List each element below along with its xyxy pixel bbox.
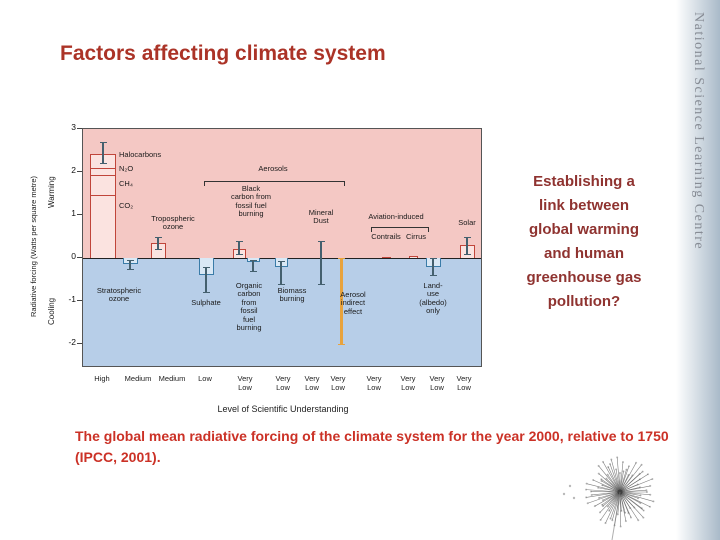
losu-label: Medium xyxy=(124,374,152,383)
error-cap xyxy=(99,163,107,165)
y-tick-mark xyxy=(77,171,82,172)
error-cap xyxy=(337,258,345,259)
chart-label: Stratospheric ozone xyxy=(96,286,142,304)
chart-label: Tropospheric ozone xyxy=(151,214,195,232)
y-tick-label: 2 xyxy=(71,165,76,175)
chart-label: Black carbon from fossil fuel burning xyxy=(230,184,272,219)
error-bar-greenhouse-gases xyxy=(102,141,104,164)
error-bar-black-carbon-fossil-fuel xyxy=(238,240,240,254)
chart: Radiative forcing (Watts per square metr… xyxy=(29,122,490,427)
chart-label: Biomass burning xyxy=(277,286,307,304)
plot-area: Halocarbons N₂O CH₄ CO₂ Tropospheric ozone St… xyxy=(82,128,482,367)
losu-label: Low xyxy=(198,374,212,383)
bracket-line xyxy=(204,181,345,186)
error-cap xyxy=(154,236,162,238)
error-bar-mineral-dust xyxy=(320,240,322,284)
cooling-region xyxy=(83,258,481,366)
chart-label: N₂O xyxy=(119,164,134,173)
bar-cirrus xyxy=(408,256,418,258)
losu-label: Very Low xyxy=(237,374,253,392)
y-axis-title: Radiative forcing (Watts per square metr… xyxy=(29,175,38,318)
error-cap xyxy=(429,258,437,259)
error-cap xyxy=(235,240,243,242)
warming-region xyxy=(83,129,481,258)
y-tick-label: -2 xyxy=(68,337,76,347)
chart-label: CH₄ xyxy=(119,179,133,188)
chart-label: Land- use (albedo) only xyxy=(419,281,447,316)
chart-label: Organic carbon from fossil fuel burning xyxy=(235,281,263,332)
y-tick-mark xyxy=(77,300,82,301)
sidebar-brand-text: National Science Learning Centre xyxy=(691,12,706,251)
page-title: Factors affecting climate system xyxy=(60,42,386,65)
error-bar-land-use-albedo xyxy=(432,258,434,276)
dandelion-image xyxy=(560,450,670,540)
error-cap xyxy=(249,260,257,262)
error-cap xyxy=(429,275,437,277)
chart-label: Aviation-induced xyxy=(368,212,424,221)
bar-segment-line xyxy=(90,174,116,176)
losu-label: High xyxy=(94,374,110,383)
y-tick-mark xyxy=(77,214,82,215)
y-tick-label: 0 xyxy=(71,251,76,261)
error-cap xyxy=(277,261,285,262)
error-cap xyxy=(99,141,107,143)
losu-label: Very Low xyxy=(275,374,291,392)
error-cap xyxy=(337,344,345,345)
error-cap xyxy=(126,268,134,270)
losu-label: Medium xyxy=(158,374,186,383)
y-tick-mark xyxy=(77,257,82,258)
y-tick-mark xyxy=(77,343,82,344)
caption: The global mean radiative forcing of the… xyxy=(75,428,669,465)
losu-label: Very Low xyxy=(366,374,382,392)
losu-axis-title: Level of Scientific Understanding xyxy=(217,404,349,414)
y-tick-mark xyxy=(77,128,82,129)
sidebar: National Science Learning Centre xyxy=(676,0,720,540)
chart-label: CO₂ xyxy=(119,201,134,210)
cooling-axis-label: Cooling xyxy=(47,297,56,325)
chart-label: Cirrus xyxy=(406,232,426,241)
losu-label: Very Low xyxy=(330,374,346,392)
chart-label: Halocarbons xyxy=(119,150,162,159)
error-bar-tropospheric-ozone xyxy=(157,236,159,250)
error-cap xyxy=(154,249,162,251)
error-cap xyxy=(317,283,325,285)
chart-label: Mineral Dust xyxy=(308,208,334,226)
bar-segment-line xyxy=(90,195,116,197)
error-bar-solar xyxy=(466,236,468,254)
chart-label: Solar xyxy=(458,218,476,227)
error-cap xyxy=(235,253,243,255)
error-cap xyxy=(277,283,285,285)
error-cap xyxy=(317,240,325,242)
chart-label: Aerosols xyxy=(258,164,288,173)
bar-segment-line xyxy=(90,168,116,170)
bracket-line xyxy=(371,227,429,232)
error-cap xyxy=(202,292,210,294)
chart-label: Aerosol indirect effect xyxy=(340,290,366,316)
y-tick-label: 3 xyxy=(71,122,76,132)
error-cap xyxy=(202,266,210,268)
bar-greenhouse-gases xyxy=(90,153,116,258)
error-bar-biomass-burning xyxy=(280,261,282,284)
warming-axis-label: Warming xyxy=(47,176,56,209)
error-cap xyxy=(126,260,134,262)
side-note: Establishing a link between global warmi… xyxy=(526,173,642,310)
losu-label: Very Low xyxy=(400,374,416,392)
losu-label: Very Low xyxy=(456,374,472,392)
bar-contrails xyxy=(381,257,391,259)
losu-label: Very Low xyxy=(429,374,445,392)
chart-label: Sulphate xyxy=(191,298,221,307)
error-cap xyxy=(463,236,471,238)
error-bar-organic-carbon-fossil-fuel xyxy=(252,260,254,271)
y-tick-label: 1 xyxy=(71,208,76,218)
error-bar-stratospheric-ozone xyxy=(129,260,131,269)
error-bar-sulphate xyxy=(205,266,207,293)
chart-label: Contrails xyxy=(371,232,401,241)
y-tick-label: -1 xyxy=(68,294,76,304)
losu-label: Very Low xyxy=(304,374,320,392)
error-cap xyxy=(463,253,471,255)
error-bar-aerosol-indirect-effect xyxy=(339,258,343,344)
error-cap xyxy=(249,270,257,272)
